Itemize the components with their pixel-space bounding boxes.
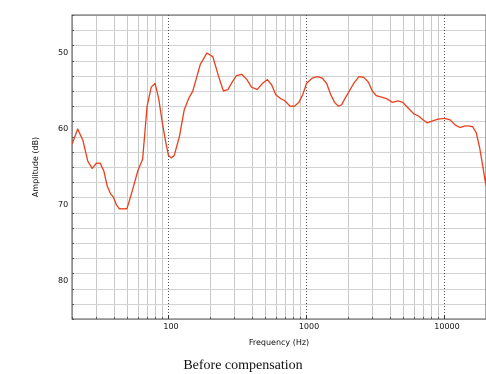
- y-tick-label: 80: [58, 276, 68, 285]
- tick-marks: [72, 15, 445, 320]
- minor-grid: [72, 15, 486, 320]
- y-tick-label: 70: [58, 200, 68, 209]
- x-tick-label: 10000: [434, 322, 459, 331]
- x-tick-label: 100: [163, 322, 178, 331]
- y-tick-label: 50: [58, 48, 68, 57]
- y-tick-label: 60: [58, 124, 68, 133]
- y-axis-label: Amplitude (dB): [31, 137, 40, 197]
- response-curve: [71, 52, 486, 210]
- x-tick-label: 1000: [299, 322, 319, 331]
- x-axis-label: Frequency (Hz): [249, 338, 309, 347]
- figure-caption: Before compensation: [183, 358, 303, 373]
